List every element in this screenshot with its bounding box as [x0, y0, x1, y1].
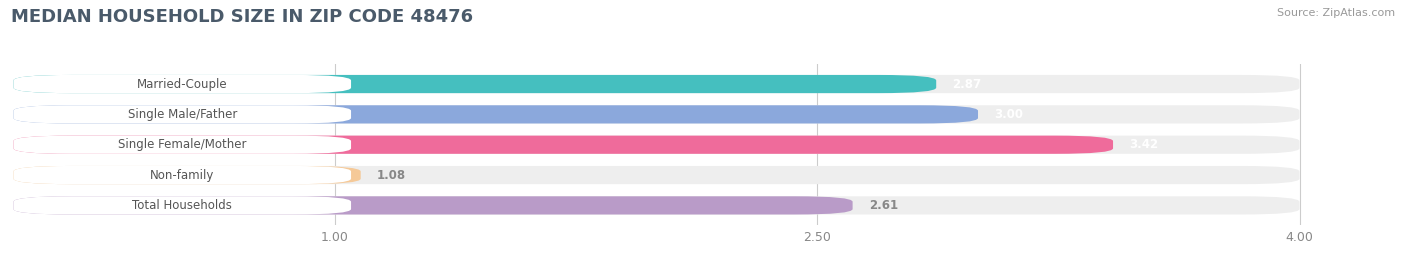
FancyBboxPatch shape [14, 136, 1299, 154]
FancyBboxPatch shape [14, 136, 352, 154]
Text: 2.87: 2.87 [952, 77, 981, 91]
FancyBboxPatch shape [14, 105, 979, 124]
FancyBboxPatch shape [14, 196, 852, 214]
FancyBboxPatch shape [14, 196, 352, 214]
Text: Single Male/Father: Single Male/Father [128, 108, 238, 121]
FancyBboxPatch shape [14, 105, 352, 124]
Text: 3.00: 3.00 [994, 108, 1024, 121]
Text: 1.08: 1.08 [377, 169, 406, 181]
FancyBboxPatch shape [14, 196, 1299, 214]
FancyBboxPatch shape [14, 75, 352, 93]
FancyBboxPatch shape [14, 75, 1299, 93]
Text: Source: ZipAtlas.com: Source: ZipAtlas.com [1277, 8, 1395, 18]
Text: Non-family: Non-family [150, 169, 215, 181]
Text: Married-Couple: Married-Couple [136, 77, 228, 91]
Text: 3.42: 3.42 [1129, 138, 1159, 151]
FancyBboxPatch shape [14, 75, 936, 93]
FancyBboxPatch shape [14, 166, 361, 184]
FancyBboxPatch shape [14, 136, 1114, 154]
Text: Single Female/Mother: Single Female/Mother [118, 138, 246, 151]
Text: 2.61: 2.61 [869, 199, 898, 212]
Text: Total Households: Total Households [132, 199, 232, 212]
FancyBboxPatch shape [14, 166, 1299, 184]
Text: MEDIAN HOUSEHOLD SIZE IN ZIP CODE 48476: MEDIAN HOUSEHOLD SIZE IN ZIP CODE 48476 [11, 8, 474, 26]
FancyBboxPatch shape [14, 105, 1299, 124]
FancyBboxPatch shape [14, 166, 352, 184]
